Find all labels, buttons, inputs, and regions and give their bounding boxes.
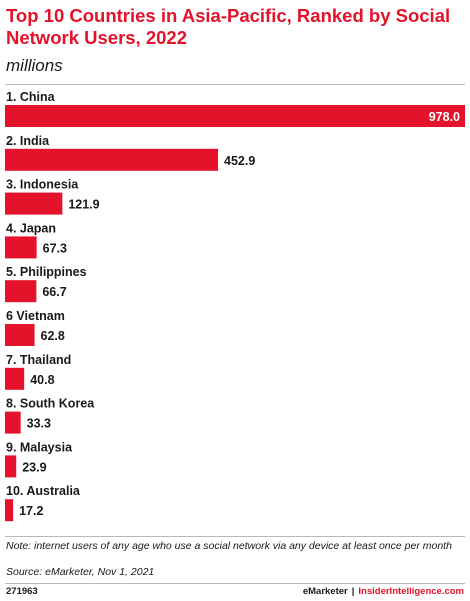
brand-emarketer: eMarketer (302, 586, 348, 597)
chart-subtitle: millions (6, 56, 63, 75)
value-label: 40.8 (30, 373, 54, 387)
value-label: 62.8 (41, 329, 65, 343)
value-label: 452.9 (224, 154, 255, 168)
value-label: 17.2 (19, 504, 43, 518)
value-label: 978.0 (429, 110, 460, 124)
category-label: 4. Japan (6, 221, 56, 235)
bar (5, 236, 37, 259)
bar (5, 499, 14, 522)
category-label: 8. South Korea (6, 397, 95, 411)
value-label: 67.3 (43, 241, 67, 255)
category-label: 7. Thailand (6, 353, 71, 367)
bar (5, 411, 21, 434)
brand-footer: eMarketer | InsiderIntelligence.com (303, 586, 464, 597)
category-label: 2. India (6, 134, 50, 148)
top-divider (5, 84, 465, 85)
bar (5, 192, 63, 215)
footer-divider (5, 583, 465, 584)
bar (5, 148, 219, 171)
bar (5, 367, 25, 390)
category-label: 5. Philippines (6, 265, 87, 279)
category-label: 6 Vietnam (6, 309, 65, 323)
brand-separator: | (351, 586, 355, 597)
chart-id: 271963 (6, 586, 38, 597)
bar (5, 324, 35, 346)
category-label: 3. Indonesia (6, 178, 79, 192)
bar (5, 105, 465, 127)
bar (5, 280, 37, 303)
bottom-divider (5, 536, 465, 537)
category-label: 10. Australia (6, 484, 81, 498)
value-label: 33.3 (27, 417, 51, 431)
chart-source: Source: eMarketer, Nov 1, 2021 (6, 566, 155, 578)
brand-insider-intelligence: InsiderIntelligence.com (358, 586, 464, 597)
bar-chart: 1. China 978.0 2. India 452.9 3. Indonesia 12… (5, 90, 465, 522)
value-label: 66.7 (42, 285, 66, 299)
bar (5, 455, 17, 478)
chart-note: Note: internet users of any age who use … (6, 540, 452, 552)
chart-title: Top 10 Countries in Asia-Pacific, Ranked… (6, 5, 451, 48)
value-label: 23.9 (22, 460, 46, 474)
category-label: 1. China (6, 90, 56, 104)
value-label: 121.9 (68, 198, 99, 212)
category-label: 9. Malaysia (6, 440, 73, 454)
